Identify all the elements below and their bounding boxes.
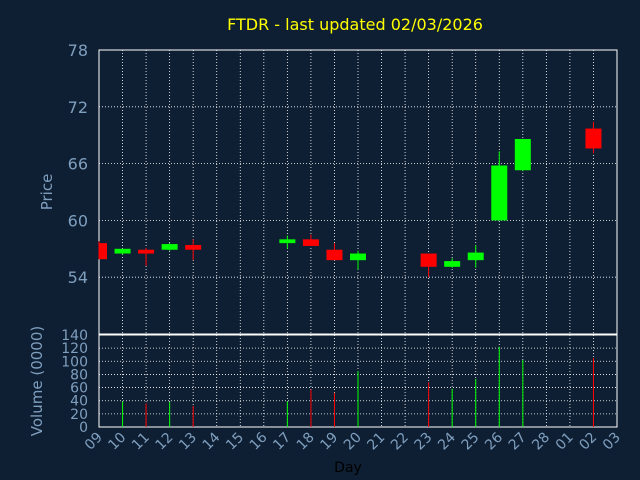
candle-body — [279, 239, 296, 244]
x-tick-label: 01 — [553, 430, 577, 454]
volume-bars — [122, 346, 594, 427]
x-tick-label: 21 — [364, 430, 388, 454]
candle-body — [444, 261, 461, 267]
x-tick-label: 18 — [294, 430, 318, 454]
x-tick-label: 22 — [388, 430, 412, 454]
x-tick-label: 16 — [247, 429, 271, 453]
x-ticks: 09 10 11 12 13 14 15 16 17 18 19 20 21 22 23 24 25 26 27 28… — [82, 429, 624, 453]
volume-axis-label: Volume (0000) — [28, 326, 46, 436]
price-tick-label: 54 — [68, 268, 88, 287]
price-tick-label: 60 — [68, 211, 88, 230]
x-tick-label: 17 — [270, 430, 294, 454]
x-tick-label: 20 — [341, 430, 365, 454]
candle-body — [420, 253, 437, 267]
x-tick-label: 19 — [317, 430, 341, 454]
grid-lines — [99, 50, 617, 427]
price-tick-label: 78 — [68, 41, 88, 60]
candle-body — [99, 243, 107, 260]
price-tick-label: 72 — [68, 98, 88, 117]
candle-body — [350, 253, 366, 261]
candle-body — [114, 248, 131, 254]
volume-tick-label: 120 — [61, 341, 88, 357]
candle-body — [514, 138, 531, 171]
candle-body — [585, 128, 602, 149]
price-y-ticks: 78 72 66 60 54 — [68, 41, 88, 287]
candle-body — [467, 252, 484, 261]
candle-body — [326, 249, 343, 261]
x-tick-label: 27 — [506, 430, 530, 454]
volume-tick-label: 20 — [70, 407, 88, 423]
candle-body — [185, 245, 202, 250]
candle-body — [138, 249, 155, 254]
x-tick-label: 25 — [459, 430, 483, 454]
price-axis-label: Price — [38, 174, 56, 211]
x-tick-label: 26 — [482, 429, 506, 453]
candles — [98, 121, 602, 278]
volume-tick-label: 80 — [70, 367, 88, 383]
x-tick-label: 23 — [412, 430, 436, 454]
volume-tick-label: 60 — [70, 381, 88, 397]
chart-title: FTDR - last updated 02/03/2026 — [227, 15, 483, 34]
candle-body — [302, 239, 319, 246]
x-tick-label: 15 — [223, 430, 247, 454]
x-tick-label: 13 — [176, 430, 200, 454]
volume-tick-label: 40 — [70, 394, 88, 410]
candle-body — [491, 165, 508, 221]
candle-body — [161, 244, 178, 250]
x-tick-label: 10 — [105, 430, 129, 454]
volume-tick-label: 140 — [61, 328, 88, 344]
volume-tick-label: 100 — [61, 354, 88, 370]
volume-tick-label: 0 — [79, 420, 88, 436]
x-tick-label: 02 — [576, 430, 600, 454]
x-tick-label: 11 — [129, 430, 153, 454]
x-tick-label: 24 — [435, 429, 459, 453]
x-tick-label: 03 — [600, 430, 624, 454]
x-tick-label: 28 — [529, 430, 553, 454]
x-tick-label: 14 — [200, 429, 224, 453]
price-tick-label: 66 — [68, 155, 88, 174]
x-axis-label: Day — [334, 460, 362, 476]
x-tick-label: 12 — [153, 430, 177, 454]
